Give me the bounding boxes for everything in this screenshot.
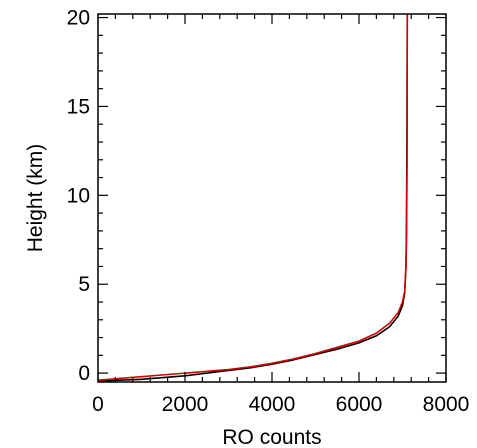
x-tick-label: 8000 bbox=[423, 393, 470, 416]
x-tick-label: 0 bbox=[92, 393, 104, 416]
y-axis-title: Height (km) bbox=[24, 144, 47, 253]
plot-frame bbox=[97, 13, 447, 383]
x-axis-title: RO counts bbox=[222, 426, 321, 448]
x-tick-label: 6000 bbox=[336, 393, 383, 416]
y-tick-label: 10 bbox=[67, 184, 90, 207]
series-layer bbox=[98, 14, 409, 382]
x-tick-label: 4000 bbox=[249, 393, 296, 416]
tick-label-layer: 0 2000 4000 6000 8000 0 5 10 15 20 bbox=[67, 7, 470, 416]
series-line-1 bbox=[98, 14, 409, 382]
y-tick-label: 15 bbox=[67, 95, 90, 118]
x-tick-label: 2000 bbox=[162, 393, 209, 416]
tick-layer bbox=[97, 14, 447, 382]
y-tick-label: 0 bbox=[78, 362, 90, 385]
y-tick-label: 5 bbox=[78, 273, 90, 296]
y-tick-label: 20 bbox=[67, 7, 90, 30]
series-line-2 bbox=[98, 14, 409, 382]
